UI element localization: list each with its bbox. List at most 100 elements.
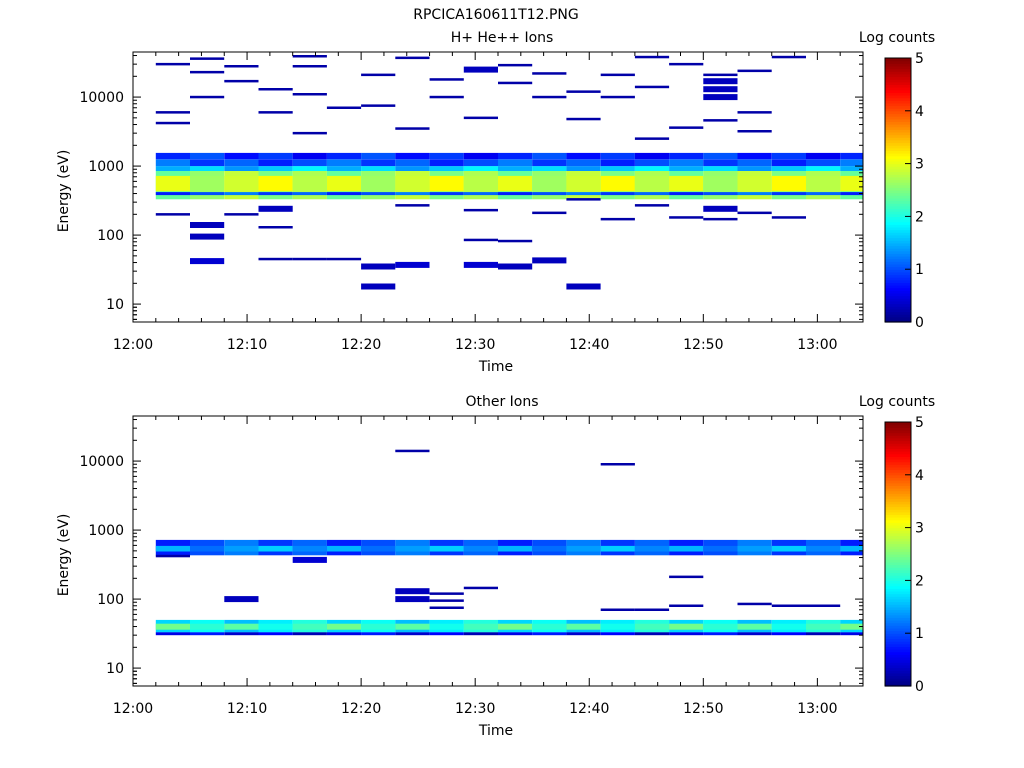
heatmap-cell (395, 152, 430, 160)
heatmap-cell (224, 159, 259, 167)
y-axis-label: Energy (eV) (56, 150, 72, 233)
heatmap-point (292, 131, 327, 135)
heatmap-cell (634, 632, 670, 636)
heatmap-point (600, 217, 635, 221)
colorbar-segment (885, 174, 911, 178)
heatmap-cell (566, 545, 601, 552)
heatmap-cell (498, 623, 533, 630)
heatmap-point (395, 449, 430, 453)
heatmap-point (566, 117, 601, 121)
heatmap-point (361, 104, 396, 107)
colorbar-segment (885, 667, 911, 671)
heatmap-cell (737, 192, 772, 196)
colorbar-segment (885, 68, 911, 72)
heatmap-cell (840, 152, 863, 160)
heatmap-point (737, 602, 772, 606)
colorbar-segment (885, 197, 911, 202)
colorbar-segment (885, 656, 911, 661)
colorbar-segment (885, 614, 911, 618)
heatmap-point (395, 127, 430, 130)
heatmap-cell (190, 159, 225, 167)
colorbar-segment (885, 625, 911, 629)
heatmap-cell (532, 152, 567, 160)
colorbar-segment (885, 683, 911, 687)
heatmap-cell (566, 152, 601, 160)
colorbar-segment (885, 65, 911, 70)
colorbar: 0 1 2 3 4 5 Log counts (859, 30, 935, 331)
heatmap-cell (190, 175, 225, 192)
heatmap-point (771, 604, 806, 607)
heatmap-point (463, 66, 498, 73)
heatmap-cell (498, 545, 533, 552)
heatmap-cell (190, 152, 225, 160)
colorbar-segment (885, 258, 911, 262)
colorbar-segment (885, 480, 911, 484)
colorbar-segment (885, 580, 911, 584)
heatmap-cell (292, 166, 327, 171)
colorbar-segment (885, 229, 911, 233)
colorbar-segment (885, 561, 911, 566)
x-axis-label: Time (478, 723, 513, 739)
heatmap-point (463, 208, 498, 212)
colorbar-segment (885, 554, 911, 558)
heatmap-point (155, 111, 190, 114)
heatmap-point (292, 257, 327, 261)
heatmap-point (737, 111, 772, 114)
colorbar-segment (885, 630, 911, 634)
heatmap-cell (600, 159, 635, 167)
heatmap-point (258, 226, 293, 229)
heatmap-cell (600, 545, 635, 552)
colorbar-segment (885, 654, 911, 658)
colorbar-segment (885, 208, 911, 212)
colorbar-segment (885, 540, 911, 545)
heatmap-cell (224, 175, 259, 192)
colorbar-segment (885, 203, 911, 207)
colorbar-segment (885, 253, 911, 257)
heatmap-point (429, 78, 464, 81)
heatmap-cell (292, 623, 327, 630)
colorbar-segment (885, 670, 911, 674)
heatmap-cell (703, 175, 738, 192)
heatmap-cell (840, 192, 863, 196)
panel-title: Other Ions (465, 394, 538, 410)
colorbar-segment (885, 538, 911, 542)
heatmap-point (669, 575, 704, 579)
colorbar-segment (885, 311, 911, 315)
colorbar-segment (885, 556, 911, 560)
colorbar-segment (885, 240, 911, 244)
heatmap-cell (292, 152, 327, 160)
colorbar-segment (885, 250, 911, 254)
colorbar-segment (885, 234, 911, 239)
heatmap-cell (429, 545, 464, 552)
heatmap-point (224, 65, 259, 68)
colorbar-segment (885, 609, 911, 613)
colorbar-segment (885, 530, 911, 534)
x-tick-label: 12:20 (341, 337, 381, 353)
colorbar-segment (885, 577, 911, 581)
colorbar-segment (885, 445, 911, 449)
colorbar-segment (885, 195, 911, 199)
x-tick-label: 12:00 (113, 701, 153, 717)
heatmap-cell (737, 152, 772, 160)
colorbar-segment (885, 612, 911, 616)
heatmap-cell (326, 175, 362, 192)
heatmap-cell (737, 166, 772, 171)
heatmap-cell (634, 175, 670, 192)
heatmap-cell (634, 166, 670, 171)
colorbar-segment (885, 237, 911, 241)
heatmap-cell (258, 166, 293, 171)
heatmap-cell (498, 632, 533, 636)
heatmap-cell (361, 175, 396, 192)
x-tick-label: 12:30 (455, 701, 495, 717)
colorbar-segment (885, 466, 911, 471)
heatmap-point (669, 62, 704, 66)
heatmap-point (669, 126, 704, 129)
colorbar-segment (885, 543, 911, 547)
colorbar-segment (885, 287, 911, 291)
colorbar-segment (885, 145, 911, 149)
colorbar-segment (885, 316, 911, 320)
colorbar-segment (885, 548, 911, 552)
colorbar-segment (885, 105, 911, 109)
heatmap-point (395, 588, 430, 595)
heatmap-cell (771, 623, 806, 630)
